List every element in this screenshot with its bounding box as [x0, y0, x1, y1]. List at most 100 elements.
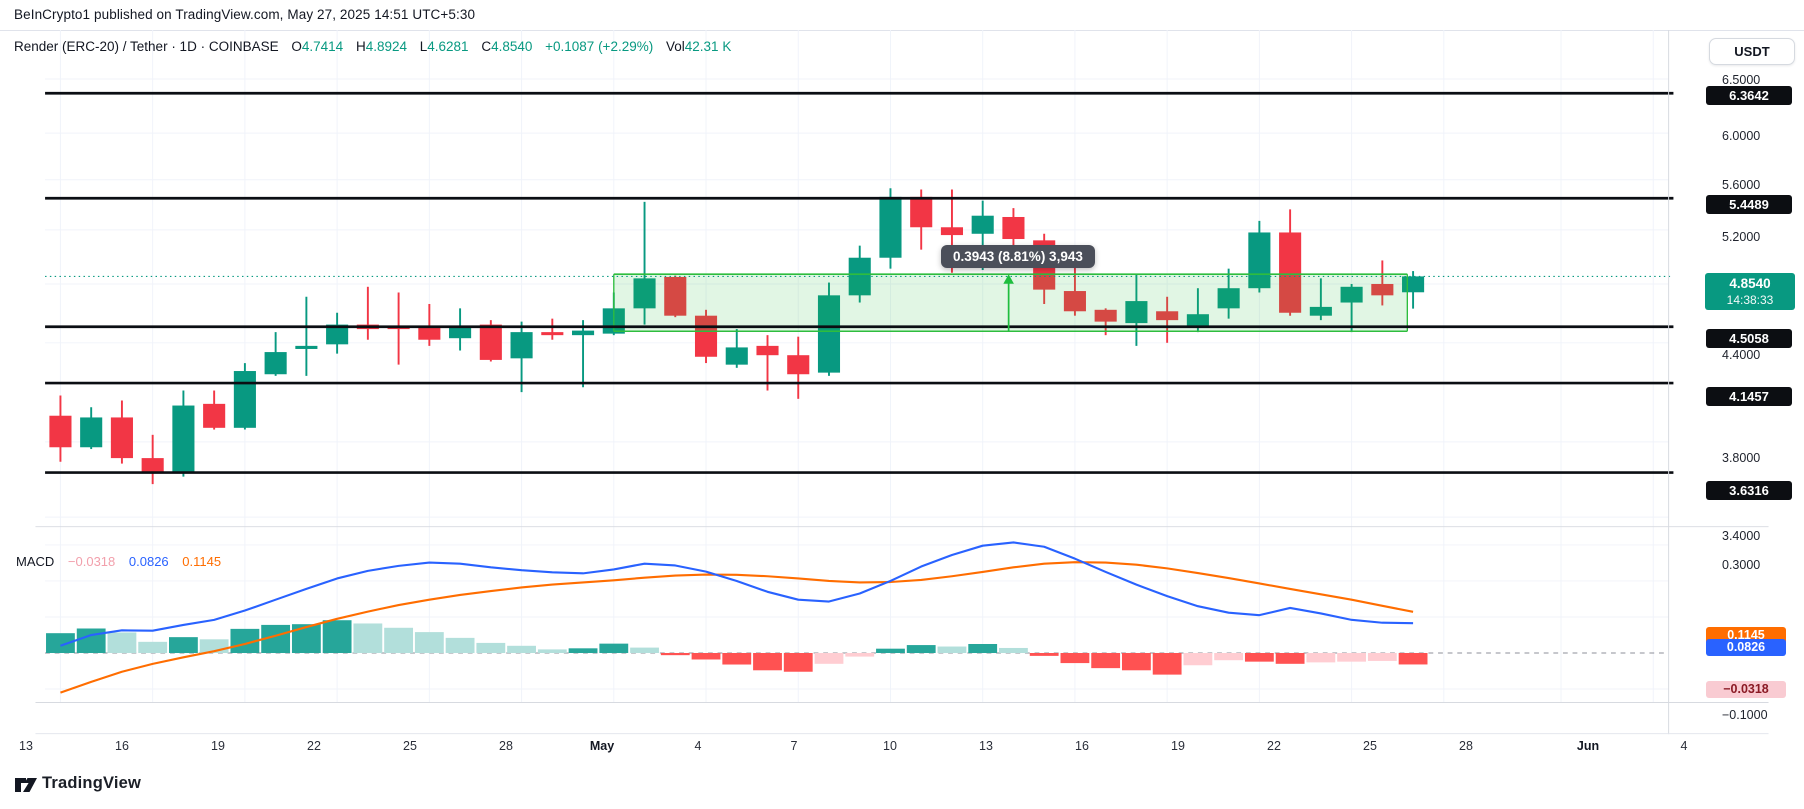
macd-histogram-bar	[76, 628, 106, 654]
bar-countdown: 14:38:33	[1726, 293, 1774, 308]
macd-histogram-bar	[384, 627, 414, 654]
price-level-badge: 5.4489	[1706, 195, 1792, 215]
candle-body	[510, 332, 533, 359]
time-tick-label: May	[589, 739, 615, 753]
currency-button[interactable]: USDT	[1709, 38, 1795, 65]
macd-histogram-bar	[968, 643, 998, 654]
macd-histogram-bar	[1244, 653, 1274, 662]
macd-histogram-bar	[814, 653, 844, 664]
candle-body	[1217, 288, 1240, 309]
macd-histogram-bar	[138, 641, 168, 654]
candle-body	[572, 330, 595, 336]
candle-body	[541, 332, 564, 336]
price-tick-label: 5.6000	[1722, 177, 1761, 192]
macd-histogram-bar	[1398, 653, 1428, 665]
candle-body	[1125, 301, 1148, 324]
low-label: L	[419, 39, 428, 54]
candle-body	[940, 227, 964, 236]
macd-histogram-bar	[1367, 653, 1397, 661]
volume-label: Vol	[666, 39, 685, 54]
macd-histogram-bar	[876, 648, 905, 654]
macd-histogram-bar	[1029, 653, 1059, 656]
time-tick-label: 22	[307, 739, 321, 753]
change-value: +0.1087 (+2.29%)	[545, 39, 654, 54]
candle-body	[664, 276, 687, 316]
macd-histogram-bar	[599, 643, 629, 654]
candle-body	[848, 257, 871, 296]
tradingview-logo-icon[interactable]	[14, 773, 38, 797]
candle-body	[387, 327, 410, 330]
candle-body	[1156, 311, 1179, 321]
macd-histogram-bar	[291, 624, 321, 654]
time-tick-label: 7	[790, 739, 798, 753]
time-tick-label: 13	[19, 739, 33, 753]
widget-top-border	[0, 30, 1804, 31]
candle-body	[80, 417, 103, 448]
open-label: O	[291, 39, 302, 54]
candle-body	[233, 371, 256, 428]
macd-histogram-bar	[353, 623, 383, 654]
macd-histogram-value: −0.0318	[67, 554, 116, 569]
macd-histogram-bar	[568, 648, 598, 654]
macd-value-badge: 0.0826	[1706, 638, 1786, 656]
time-axis[interactable]: 13 16 19 22 25 28 May 4 7 10 13 16 19 22 25 28 Jun 4	[0, 730, 1804, 763]
macd-histogram-bar	[630, 647, 659, 654]
time-tick-label: Jun	[1576, 739, 1600, 753]
symbol-title[interactable]: Render (ERC-20) / Tether · 1D · COINBASE	[14, 39, 279, 54]
candle-body	[817, 295, 841, 373]
time-tick-label: 28	[499, 739, 513, 753]
time-tick-label: 4	[1680, 739, 1688, 753]
candle-body	[787, 355, 810, 375]
price-tick-label: 5.2000	[1722, 230, 1761, 245]
macd-histogram-bar	[1152, 653, 1182, 675]
macd-histogram-bar	[169, 637, 198, 654]
candle-body	[879, 196, 902, 258]
macd-signal-line	[60, 561, 1414, 694]
candle-body	[1063, 291, 1086, 312]
macd-histogram-bar	[906, 645, 936, 654]
macd-histogram-bar	[445, 637, 475, 654]
high-label: H	[355, 39, 366, 54]
close-value: 4.8540	[491, 39, 533, 54]
macd-histogram-bar	[845, 653, 875, 657]
time-tick-label: 19	[1171, 739, 1185, 753]
low-value: 4.6281	[427, 39, 469, 54]
price-tick-label: 6.5000	[1722, 73, 1761, 87]
macd-histogram-bar	[107, 632, 137, 654]
candle-body	[449, 327, 472, 339]
volume-value: 42.31 K	[684, 39, 732, 54]
chart-plot-area[interactable]	[0, 30, 1804, 763]
candle-body	[910, 196, 933, 228]
attribution-text: BeInCrypto1 published on TradingView.com…	[14, 7, 476, 22]
macd-histogram-bar	[1121, 653, 1151, 671]
price-tick-label: 3.4000	[1722, 529, 1761, 544]
price-level-badge: 3.6316	[1706, 480, 1792, 500]
macd-histogram-bar	[1275, 653, 1305, 664]
candle-body	[172, 405, 195, 473]
time-tick-label: 10	[883, 739, 897, 753]
macd-histogram-bar	[46, 633, 75, 654]
symbol-legend[interactable]: Render (ERC-20) / Tether · 1D · COINBASE…	[14, 39, 731, 54]
candle-body	[1002, 216, 1025, 240]
measure-arrow-head	[1003, 274, 1014, 284]
time-tick-label: 4	[694, 739, 702, 753]
tradingview-brand[interactable]: TradingView	[42, 774, 142, 792]
macd-signal-value: 0.1145	[182, 554, 222, 569]
candle-body	[203, 403, 226, 428]
chart-canvas[interactable]	[0, 30, 1804, 763]
macd-histogram-bar	[660, 653, 690, 656]
price-tick-label: 6.0000	[1722, 129, 1761, 144]
macd-line	[60, 541, 1414, 647]
price-level-badge: 4.1457	[1706, 387, 1792, 407]
macd-histogram-bar	[1060, 653, 1090, 664]
macd-legend[interactable]: MACD −0.0318 0.0826 0.1145	[16, 554, 231, 569]
candle-body	[1340, 286, 1363, 303]
close-label: C	[481, 39, 492, 54]
high-value: 4.8924	[365, 39, 407, 54]
macd-histogram-bar	[783, 653, 813, 672]
macd-histogram-bar	[1337, 653, 1367, 662]
price-axis[interactable]: 6.5000 6.0000 5.6000 5.2000 4.4000 3.8000 3.40…	[1700, 30, 1804, 763]
macd-label[interactable]: MACD	[16, 554, 55, 569]
macd-histogram-bar	[1091, 653, 1121, 669]
